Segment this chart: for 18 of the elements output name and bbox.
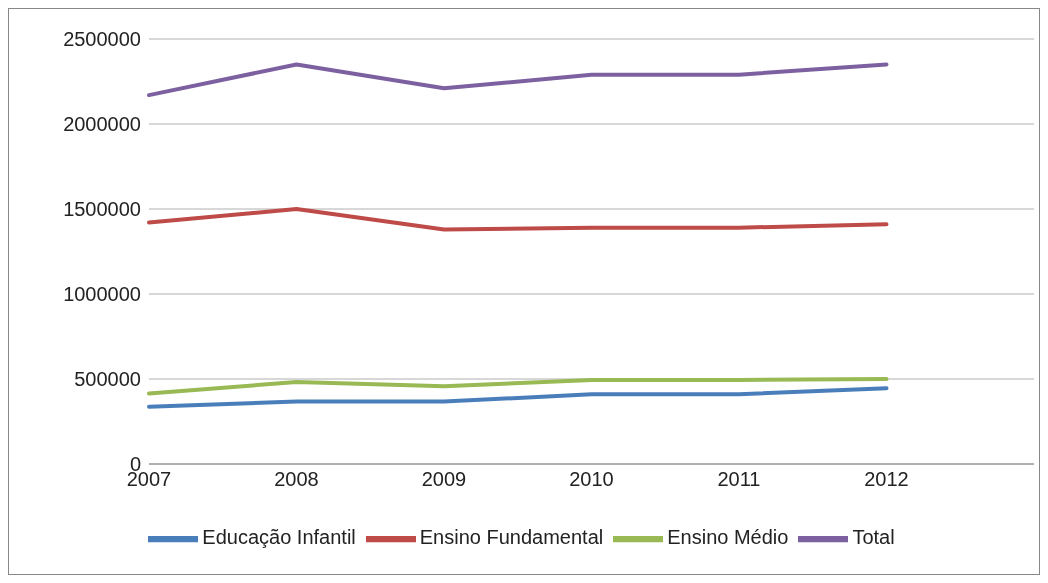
y-tick-label: 500000 xyxy=(74,368,141,391)
x-tick-label: 2012 xyxy=(864,468,909,491)
line-series xyxy=(147,377,889,396)
y-tick-label: 1000000 xyxy=(63,283,141,306)
legend-label: Ensino Médio xyxy=(667,526,789,549)
y-tick-label: 1500000 xyxy=(63,198,141,221)
legend-label: Total xyxy=(852,526,895,549)
line-series xyxy=(147,386,889,409)
line-series xyxy=(147,62,889,98)
line-series xyxy=(147,207,889,232)
x-tick-label: 2009 xyxy=(421,468,467,491)
legend-label: Ensino Fundamental xyxy=(419,526,604,549)
x-tick-label: 2011 xyxy=(717,468,761,491)
legend-label: Educação Infantil xyxy=(202,526,356,549)
y-tick-label: 2500000 xyxy=(63,28,141,51)
y-tick-label: 2000000 xyxy=(63,113,141,136)
x-tick-label: 2008 xyxy=(274,468,319,491)
x-tick-label: 2010 xyxy=(569,468,614,491)
